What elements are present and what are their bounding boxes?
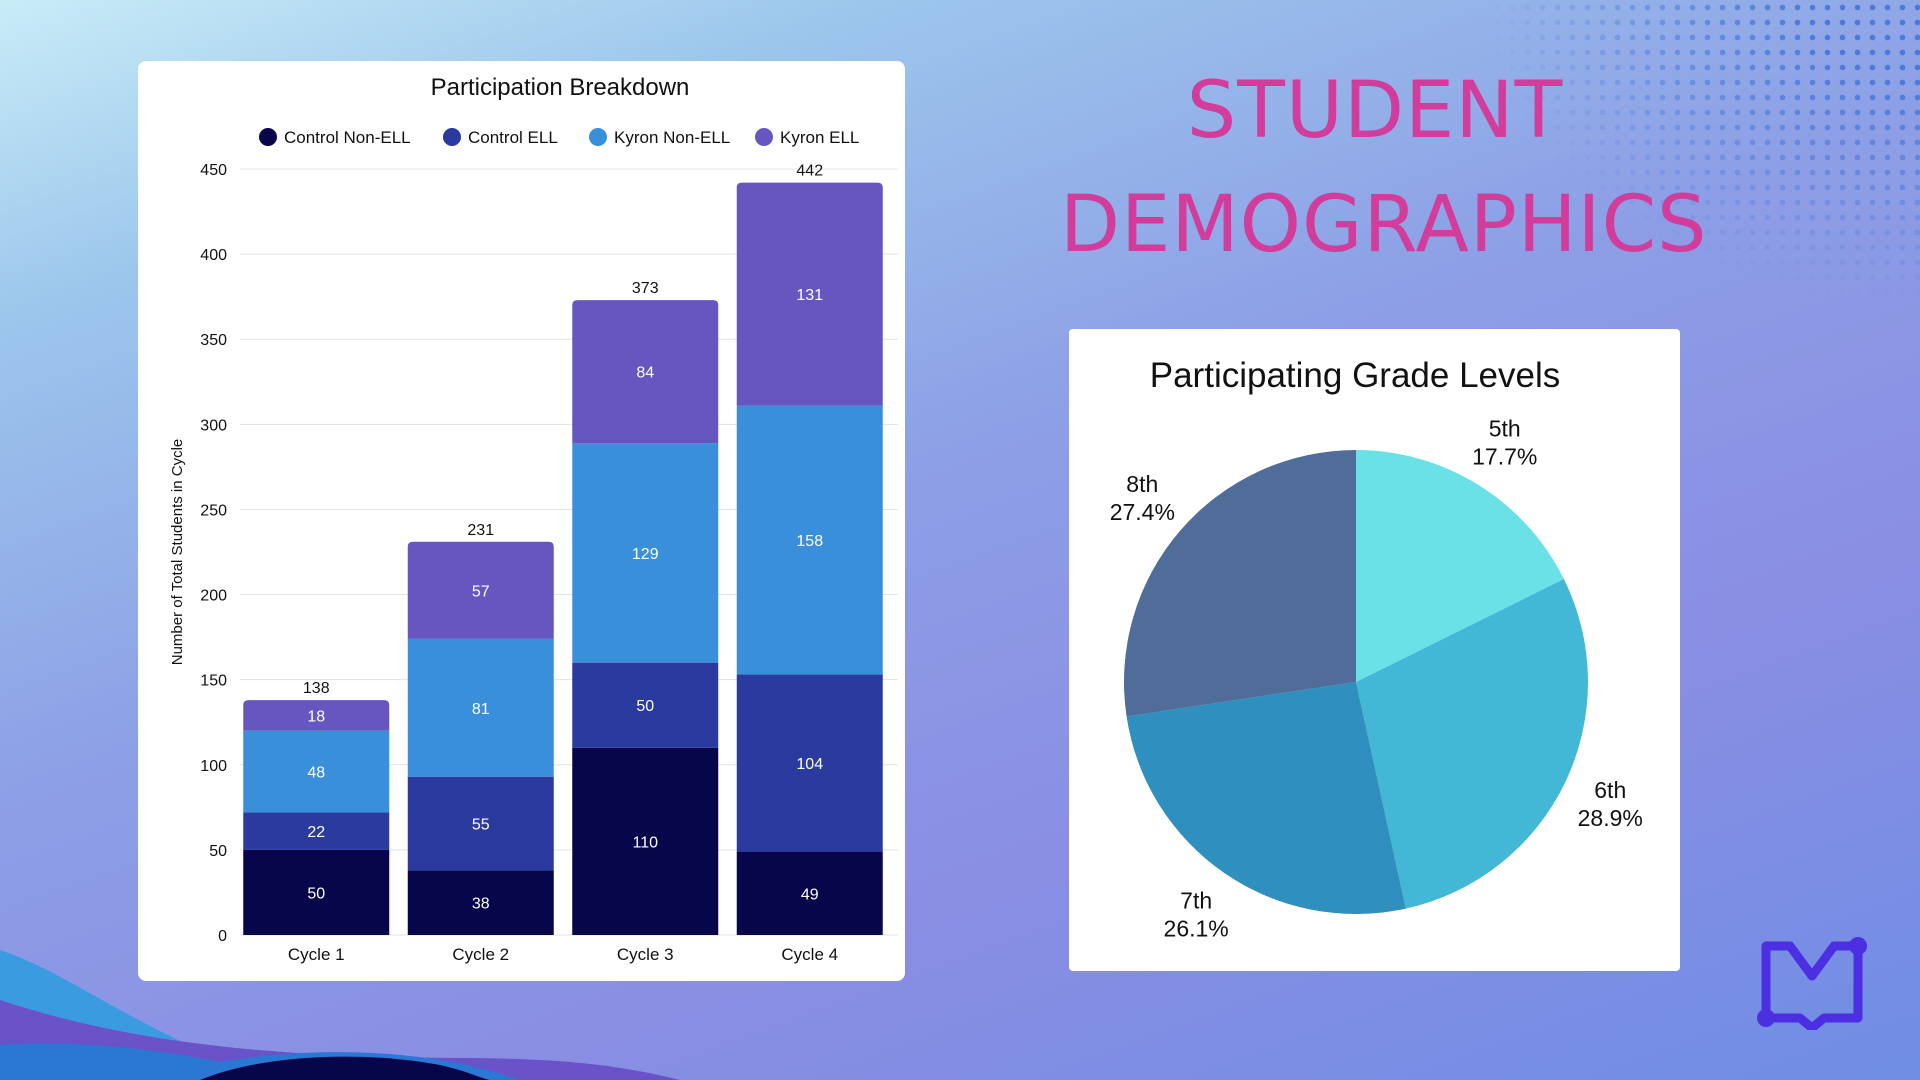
x-tick-label: Cycle 4 <box>781 945 838 964</box>
bar-segment <box>407 541 554 639</box>
x-tick-label: Cycle 1 <box>288 945 345 964</box>
pie-slice <box>1126 682 1406 914</box>
bar-segment <box>736 674 883 852</box>
bar-value-label: 110 <box>632 834 658 851</box>
bar-value-label: 50 <box>636 698 654 715</box>
legend-label: Kyron ELL <box>780 128 859 147</box>
y-tick-label: 450 <box>200 162 227 179</box>
bar-value-label: 104 <box>796 756 823 773</box>
bar-value-label: 48 <box>307 765 325 782</box>
participation-chart-card: Participation Breakdown Control Non-ELL C… <box>138 61 905 981</box>
y-tick-label: 400 <box>200 247 227 264</box>
bar-segment <box>572 662 719 748</box>
legend-label: Kyron Non-ELL <box>614 128 730 147</box>
pie-slices <box>1124 450 1588 914</box>
bar-value-label: 129 <box>632 546 659 563</box>
bar-value-label: 22 <box>307 824 325 841</box>
pie-slice <box>1356 450 1564 682</box>
bar-stacks: 50 22 48 18 138 38 55 81 57 231 110 50 129 84 373 49 104… <box>243 163 883 935</box>
bar-total-label: 138 <box>303 680 330 697</box>
slice-percent: 28.9% <box>1578 805 1643 831</box>
chart-legend: Control Non-ELL Control ELL Kyron Non-ELL K… <box>259 128 859 147</box>
bar-segment <box>407 638 554 777</box>
y-tick-label: 250 <box>200 502 227 519</box>
bar-total-label: 373 <box>632 280 659 297</box>
legend-swatch <box>259 128 277 146</box>
bar-segment <box>736 405 883 675</box>
bar-value-label: 18 <box>307 708 325 725</box>
legend-label: Control Non-ELL <box>284 128 411 147</box>
bar-value-label: 57 <box>472 583 490 600</box>
bar-value-label: 131 <box>796 287 823 304</box>
bar-value-label: 84 <box>636 365 654 382</box>
y-axis-ticks: 0 50 100 150 200 250 300 350 400 450 <box>200 162 227 945</box>
bar-segment <box>243 812 390 850</box>
bar-segment <box>572 443 719 663</box>
slice-percent: 17.7% <box>1472 443 1537 469</box>
bar-segment <box>407 870 554 935</box>
bar-segment <box>572 300 719 444</box>
pie-slice <box>1356 579 1588 909</box>
page-title-line2: DEMOGRAPHICS <box>1060 180 1708 270</box>
bar-segment <box>243 730 390 813</box>
bar-value-label: 81 <box>472 701 490 718</box>
y-tick-label: 0 <box>218 928 227 945</box>
legend-label: Control ELL <box>468 128 558 147</box>
bar-value-label: 38 <box>472 896 490 913</box>
bar-segment <box>243 700 390 731</box>
chart-title: Participation Breakdown <box>431 74 690 101</box>
page-title-line1: STUDENT <box>1186 66 1564 156</box>
slice-percent: 27.4% <box>1110 499 1175 525</box>
bar-value-label: 50 <box>307 885 325 902</box>
bar-total-label: 231 <box>467 522 494 539</box>
pie-chart-title: Participating Grade Levels <box>1150 356 1561 395</box>
bar-segment <box>572 747 719 935</box>
grade-levels-chart-card: Participating Grade Levels 5th 17.7% 6th 28… <box>1069 329 1680 971</box>
y-tick-label: 350 <box>200 332 227 349</box>
slice-label: 8th <box>1126 471 1158 497</box>
slice-label: 5th <box>1489 415 1521 441</box>
legend-swatch <box>443 128 461 146</box>
slice-label: 7th <box>1180 887 1212 913</box>
bar-total-label: 442 <box>796 163 823 180</box>
dot-pattern-decoration <box>1490 0 1920 300</box>
x-axis-ticks: Cycle 1 Cycle 2 Cycle 3 Cycle 4 <box>288 945 838 964</box>
bar-value-label: 49 <box>801 886 819 903</box>
y-tick-label: 50 <box>209 843 227 860</box>
participation-bar-chart: Participation Breakdown Control Non-ELL C… <box>169 74 898 964</box>
legend-swatch <box>755 128 773 146</box>
x-tick-label: Cycle 2 <box>452 945 509 964</box>
y-tick-label: 100 <box>200 758 227 775</box>
bar-segment <box>243 849 390 935</box>
bar-value-label: 158 <box>796 533 823 550</box>
y-tick-label: 150 <box>200 673 227 690</box>
bar-value-label: 55 <box>472 817 490 834</box>
wave-decoration <box>0 950 680 1080</box>
y-tick-label: 300 <box>200 417 227 434</box>
open-book-icon <box>1757 937 1867 1030</box>
x-tick-label: Cycle 3 <box>617 945 674 964</box>
legend-swatch <box>589 128 607 146</box>
bar-segment <box>407 776 554 871</box>
slice-label: 6th <box>1594 777 1626 803</box>
bar-segment <box>736 851 883 935</box>
y-axis-label: Number of Total Students in Cycle <box>169 439 186 666</box>
pie-slice <box>1124 450 1356 717</box>
bar-segment <box>736 182 883 406</box>
slice-percent: 26.1% <box>1164 915 1229 941</box>
y-tick-label: 200 <box>200 588 227 605</box>
